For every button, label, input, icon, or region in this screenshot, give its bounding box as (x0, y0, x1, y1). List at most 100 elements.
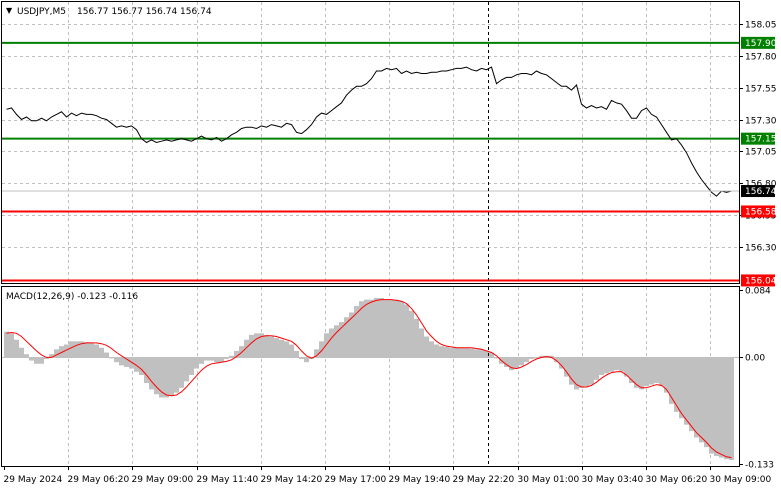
macd-bar (364, 299, 369, 358)
macd-bar (484, 350, 489, 358)
macd-tick-label: 0.084 (745, 287, 771, 297)
macd-bar (704, 357, 709, 448)
macd-bar (119, 357, 124, 366)
macd-bar (639, 357, 644, 390)
macd-bar (379, 298, 384, 358)
macd-bar (699, 357, 704, 443)
macd-bar (469, 348, 474, 358)
macd-bar (329, 328, 334, 358)
price-panel (1, 1, 740, 284)
macd-bar (464, 347, 469, 358)
macd-bar (234, 350, 239, 358)
macd-bar (84, 342, 89, 358)
macd-bar (549, 355, 554, 358)
macd-bar (259, 333, 264, 358)
macd-bar (454, 347, 459, 358)
macd-bar (604, 357, 609, 374)
macd-bar (424, 336, 429, 358)
macd-bar (709, 357, 714, 454)
macd-bar (89, 342, 94, 358)
macd-bar (39, 357, 44, 364)
time-tick-label: 29 May 17:00 (325, 475, 387, 485)
macd-bar (459, 347, 464, 358)
macd-bar (624, 357, 629, 377)
macd-bar (164, 357, 169, 398)
macd-bar (184, 357, 189, 382)
level-lines (2, 41, 739, 282)
macd-signal-path (6, 299, 732, 459)
macd-bar (349, 312, 354, 358)
macd-bar (104, 352, 109, 358)
macd-bar (409, 310, 414, 358)
macd-bar (474, 349, 479, 358)
macd-bar (599, 357, 604, 375)
macd-bar (564, 357, 569, 377)
macd-signal-line (6, 299, 732, 459)
macd-bar (714, 357, 719, 456)
macd-bar (169, 357, 174, 396)
macd-axis: 0.084 0.00 -0.133 (739, 287, 774, 471)
macd-bar (444, 346, 449, 358)
level-tag-label: 156.58 (745, 207, 777, 217)
macd-bar (579, 357, 584, 388)
macd-bar (394, 299, 399, 358)
macd-bar (389, 299, 394, 358)
macd-bar (354, 306, 359, 358)
macd-bar (139, 357, 144, 375)
macd-bar (449, 347, 454, 358)
level-tag-label: 157.90 (745, 39, 777, 49)
price-grid (2, 24, 739, 248)
macd-bar (674, 357, 679, 412)
macd-bar (134, 357, 139, 372)
macd-bar (274, 338, 279, 358)
macd-bar (694, 357, 699, 438)
header-arrow-icon[interactable]: ▼ (6, 6, 13, 15)
time-tick-label: 29 May 22:20 (453, 475, 515, 485)
macd-bar (374, 298, 379, 358)
time-tick-label: 29 May 09:00 (132, 475, 194, 485)
price-tick-label: 156.80 (745, 180, 777, 190)
macd-bar (99, 347, 104, 358)
chart-symbol: USDJPY,M5 (17, 7, 66, 17)
macd-bar (129, 357, 134, 369)
macd-bar (384, 299, 389, 358)
macd-bar (44, 357, 49, 359)
time-tick-label: 30 May 01:00 (518, 475, 580, 485)
level-tag (741, 205, 775, 218)
macd-bar (434, 344, 439, 358)
time-tick-label: 29 May 19:40 (389, 475, 451, 485)
macd-bar (159, 357, 164, 398)
macd-bar (199, 357, 204, 364)
macd-bar (684, 357, 689, 425)
macd-bar (214, 357, 219, 363)
macd-bar (179, 357, 184, 388)
time-tick-label: 29 May 06:20 (68, 475, 130, 485)
macd-bar (194, 357, 199, 369)
macd-bar (149, 357, 154, 390)
macd-bar (299, 357, 304, 359)
macd-bar (279, 339, 284, 358)
macd-bar (664, 357, 669, 393)
macd-bar (94, 344, 99, 358)
macd-bar (34, 357, 39, 364)
macd-bar (174, 357, 179, 393)
macd-bar (509, 357, 514, 371)
macd-bar (719, 357, 724, 458)
macd-bar (414, 318, 419, 358)
macd-bar (574, 357, 579, 390)
macd-bar (619, 357, 624, 372)
macd-tick-label: 0.00 (745, 354, 765, 364)
price-tick-label: 157.80 (745, 53, 777, 63)
macd-bar (219, 357, 224, 363)
current-price-line: 156.74 (2, 185, 777, 198)
macd-bar (419, 328, 424, 358)
macd-bar (339, 322, 344, 358)
price-tick-label: 158.05 (745, 21, 777, 31)
time-tick-label: 29 May 2024 (4, 475, 63, 485)
time-tick-label: 30 May 03:40 (582, 475, 644, 485)
level-tags: 157.90 157.15 156.58 156.04 (741, 36, 777, 287)
macd-bar (69, 341, 74, 358)
current-price-tag (741, 185, 775, 198)
macd-tick-label: -0.133 (745, 461, 774, 471)
